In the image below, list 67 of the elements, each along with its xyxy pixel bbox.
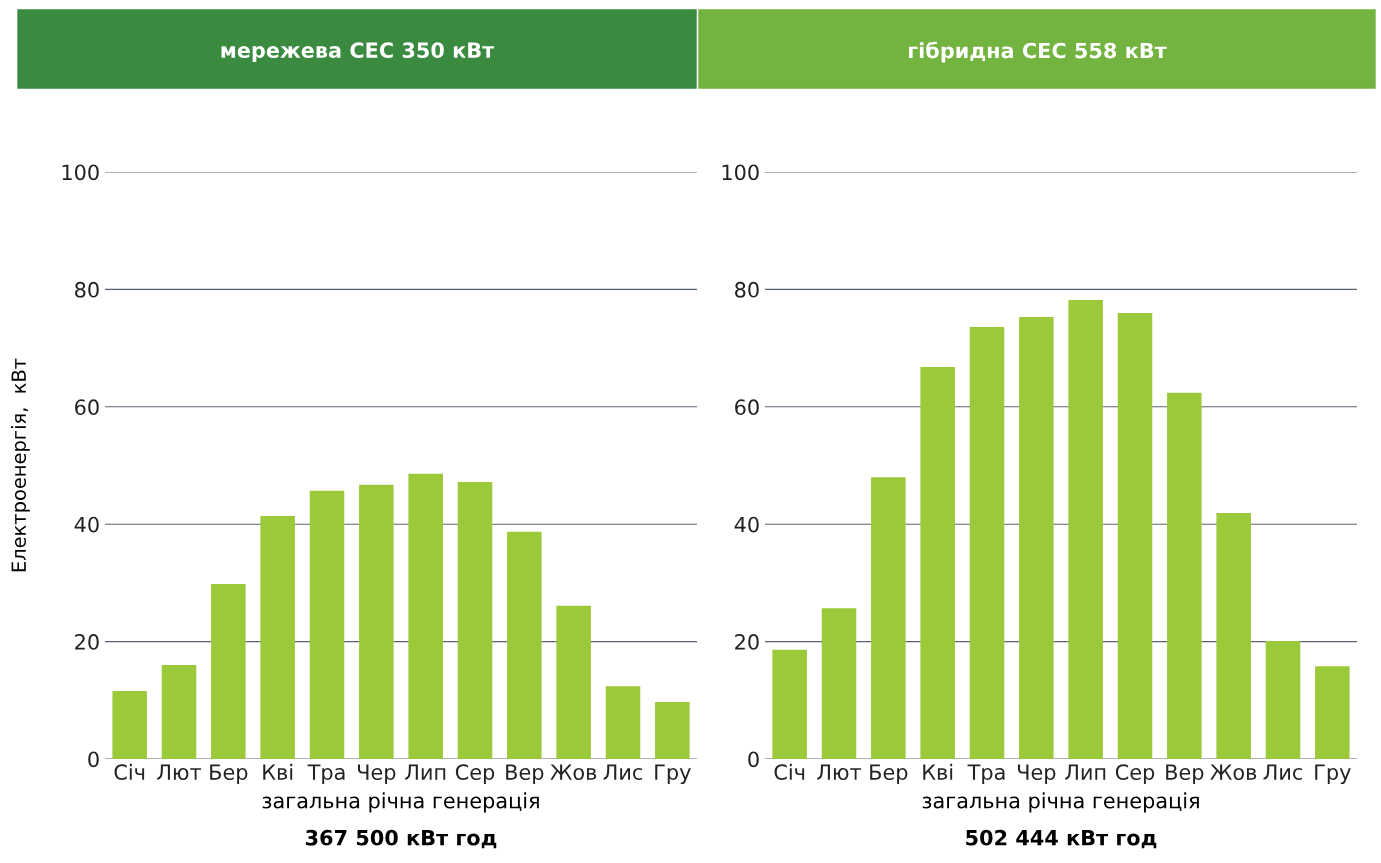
x-tick-label: Гру (1315, 764, 1351, 785)
x-tick-label: Жов (550, 764, 597, 780)
y-tick-label: 60 (75, 399, 99, 416)
bar (605, 686, 641, 759)
x-tick-label: Тра (967, 764, 1005, 785)
y-tick-label: 20 (75, 634, 99, 650)
x-tick-label: Лют (157, 764, 202, 780)
bar (1167, 392, 1202, 759)
y-tick-label: 80 (75, 281, 99, 298)
bar (556, 605, 591, 759)
chart-title: мережева СЕС 350 кВт (221, 42, 495, 63)
text: 367 500 кВт год (305, 829, 497, 849)
y-tick-label: 40 (734, 516, 759, 533)
bar (772, 649, 807, 759)
x-tick-label: Бер (210, 764, 248, 785)
x-tick-label: Тра (307, 764, 345, 785)
bar (1265, 641, 1301, 759)
bar (359, 484, 394, 759)
x-tick-label: Чер (1017, 764, 1056, 785)
y-tick-label: 40 (74, 516, 99, 533)
x-tick-label: Кві (923, 763, 953, 780)
x-tick-label: Лют (817, 764, 862, 780)
x-tick-label: Сер (455, 764, 495, 785)
chart-title: гібридна СЕС 558 кВт (909, 41, 1167, 63)
bar (211, 584, 246, 759)
bar (309, 490, 345, 759)
bar (969, 326, 1005, 759)
bar (408, 473, 443, 759)
bar (260, 515, 295, 759)
bar (112, 690, 147, 759)
x-axis-title: загальна річна генерація (922, 792, 1199, 813)
bar (507, 531, 542, 759)
x-tick-label: Лип (1065, 764, 1106, 780)
x-tick-label: Гру (655, 764, 691, 785)
x-tick-label: Чер (357, 764, 396, 785)
x-tick-label: Січ (114, 763, 145, 780)
x-tick-label: Лис (603, 764, 643, 780)
x-tick-label: Сер (1115, 764, 1155, 785)
x-tick-label: Жов (1210, 764, 1257, 780)
x-tick-label: Кві (263, 763, 293, 780)
x-tick-label: Бер (870, 764, 908, 785)
x-tick-label: Лип (405, 764, 446, 780)
bar (1216, 513, 1251, 759)
y-tick-label: 20 (735, 634, 759, 650)
y-tick-label: 100 (62, 164, 99, 181)
x-axis-title: загальна річна генерація (262, 792, 539, 813)
x-tick-label: Вер (1166, 764, 1204, 785)
bar (920, 366, 955, 759)
x-tick-label: Вер (506, 764, 544, 785)
bar (161, 665, 197, 759)
bar (457, 481, 493, 759)
y-tick-label: 0 (748, 751, 759, 768)
bar (1117, 312, 1153, 759)
bar (1068, 299, 1103, 759)
x-tick-label: Лис (1263, 764, 1303, 780)
y-axis-title: Електроенергія, кВт (11, 358, 30, 572)
bar (655, 702, 690, 759)
bar (871, 477, 906, 759)
bar (1019, 316, 1054, 759)
text: 502 444 кВт год (966, 829, 1157, 849)
y-tick-label: 60 (735, 399, 759, 416)
bar (821, 608, 857, 759)
y-tick-label: 0 (88, 751, 99, 768)
bar (1315, 666, 1350, 759)
x-tick-label: Січ (774, 763, 805, 780)
y-tick-label: 100 (722, 164, 759, 181)
y-tick-label: 80 (735, 281, 759, 298)
